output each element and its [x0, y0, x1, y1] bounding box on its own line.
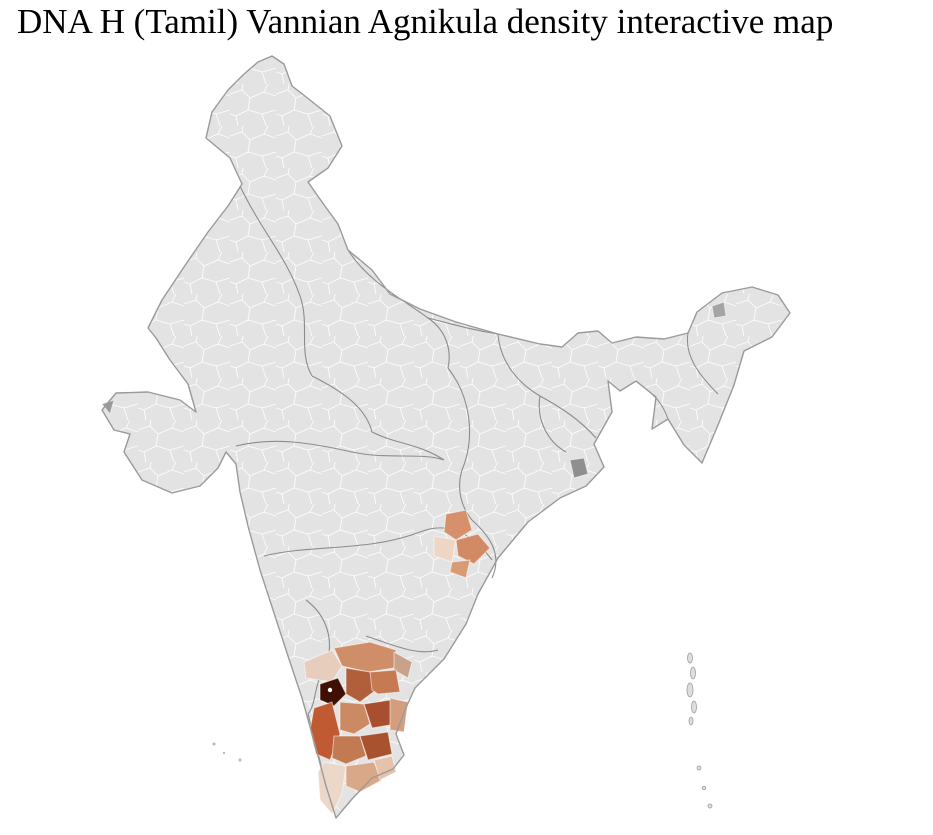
state-boundaries — [235, 185, 597, 813]
density-district[interactable] — [303, 649, 343, 683]
page-title: DNA H (Tamil) Vannian Agnikula density i… — [17, 2, 834, 41]
nicobar-islands — [696, 765, 713, 809]
density-district[interactable] — [711, 301, 727, 319]
density-district[interactable] — [369, 669, 401, 695]
density-district[interactable] — [319, 677, 347, 707]
density-district[interactable] — [345, 667, 377, 703]
andaman-islands — [686, 652, 697, 726]
india-landmass[interactable] — [102, 56, 790, 818]
lakshadweep-islands — [212, 742, 242, 762]
district-enclave — [327, 687, 333, 693]
density-district[interactable] — [373, 755, 397, 781]
density-regions — [101, 301, 727, 815]
density-district[interactable] — [331, 735, 367, 765]
density-district[interactable] — [455, 533, 491, 565]
density-district[interactable] — [389, 697, 409, 733]
density-district[interactable] — [359, 731, 393, 761]
density-district[interactable] — [339, 701, 371, 735]
density-district[interactable] — [345, 761, 383, 793]
density-district[interactable] — [449, 559, 471, 579]
density-district[interactable] — [569, 457, 589, 479]
density-district[interactable] — [393, 651, 413, 679]
density-district[interactable] — [443, 509, 473, 541]
density-district[interactable] — [309, 701, 341, 761]
